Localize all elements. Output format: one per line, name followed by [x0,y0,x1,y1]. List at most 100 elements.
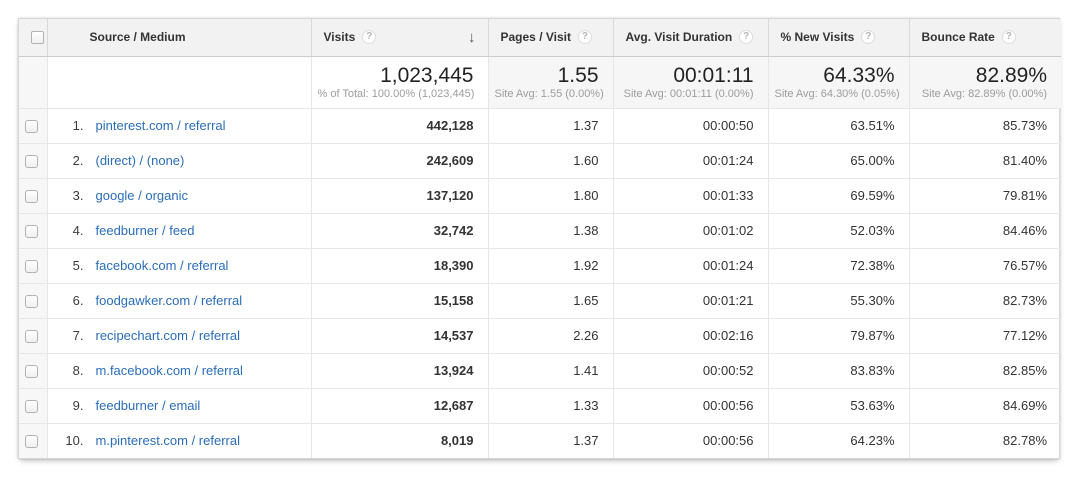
row-checkbox[interactable] [25,295,38,309]
visits-cell: 15,158 [310,283,488,319]
summary-visits-subtext: % of Total: 100.00% (1,023,445) [317,87,475,100]
column-header-source-medium[interactable]: Source / Medium [46,19,311,57]
source-medium-cell: 7. recipechart.com / referral [46,318,311,354]
avg-visit-duration-cell: 00:01:21 [612,283,768,319]
row-checkbox[interactable] [25,120,38,134]
row-checkbox[interactable] [25,260,38,274]
summary-bounce-total: 82.89% [975,63,1047,87]
visits-cell: 8,019 [310,423,488,458]
table-row: 3. google / organic 137,120 1.80 00:01:33… [19,178,1061,214]
avg-visit-duration-cell: 00:02:16 [612,318,768,354]
visits-cell: 242,609 [310,143,488,179]
new-visits-cell: 65.00% [767,143,909,179]
column-header-label: Bounce Rate [921,30,995,45]
pages-per-visit-cell: 1.65 [487,283,613,319]
column-header-pages-per-visit[interactable]: Pages / Visit ? [487,19,613,57]
column-header-label: Avg. Visit Duration [625,30,733,45]
row-checkbox[interactable] [25,400,38,414]
row-checkbox[interactable] [25,155,38,169]
column-header-label: Source / Medium [89,30,186,45]
avg-visit-duration-cell: 00:01:33 [612,178,768,214]
select-all-checkbox[interactable] [31,31,44,45]
source-medium-link[interactable]: recipechart.com / referral [95,328,241,343]
table-row: 7. recipechart.com / referral 14,537 2.26… [19,318,1061,354]
new-visits-cell: 64.23% [767,423,909,458]
row-rank: 9. [72,398,84,413]
table-row: 1. pinterest.com / referral 442,128 1.37 … [19,108,1061,144]
bounce-rate-cell: 81.40% [908,143,1061,179]
summary-duration-subtext: Site Avg: 00:01:11 (0.00%) [623,87,754,100]
avg-visit-duration-cell: 00:01:02 [612,213,768,249]
column-header-new-visits[interactable]: % New Visits ? [767,19,909,57]
summary-new-visits-subtext: Site Avg: 64.30% (0.05%) [774,87,900,100]
help-icon[interactable]: ? [362,30,377,45]
source-medium-cell: 10. m.pinterest.com / referral [46,423,311,458]
table-row: 5. facebook.com / referral 18,390 1.92 00… [19,248,1061,284]
pages-per-visit-cell: 1.60 [487,143,613,179]
source-medium-link[interactable]: facebook.com / referral [95,258,229,273]
row-checkbox[interactable] [25,225,38,239]
row-checkbox-cell [19,353,48,389]
source-medium-link[interactable]: feedburner / email [95,398,201,413]
pages-per-visit-cell: 1.80 [487,178,613,214]
row-checkbox-cell [19,178,48,214]
avg-visit-duration-cell: 00:01:24 [612,248,768,284]
new-visits-cell: 55.30% [767,283,909,319]
new-visits-cell: 52.03% [767,213,909,249]
column-header-avg-visit-duration[interactable]: Avg. Visit Duration ? [612,19,768,57]
visits-cell: 12,687 [310,388,488,424]
help-icon[interactable]: ? [1001,30,1016,45]
row-checkbox-cell [19,143,48,179]
source-medium-link[interactable]: m.pinterest.com / referral [95,433,241,449]
avg-visit-duration-cell: 00:00:56 [612,388,768,424]
avg-visit-duration-cell: 00:00:56 [612,423,768,458]
select-all-header-cell [19,19,47,57]
pages-per-visit-cell: 2.26 [487,318,613,354]
avg-visit-duration-cell: 00:01:24 [612,143,768,179]
column-header-label: Visits [323,30,356,45]
new-visits-cell: 63.51% [767,108,909,144]
row-rank: 2. [72,153,84,168]
visits-cell: 442,128 [310,108,488,144]
summary-visits-total: 1,023,445 [380,63,474,87]
table-row: 9. feedburner / email 12,687 1.33 00:00:5… [19,388,1061,424]
new-visits-cell: 53.63% [767,388,909,424]
summary-source-cell [46,56,311,109]
help-icon[interactable]: ? [577,30,592,45]
new-visits-cell: 83.83% [767,353,909,389]
summary-pages-total: 1.55 [557,63,599,87]
traffic-sources-table: Source / Medium Visits ? ↓ Pages / Visit… [18,18,1061,459]
source-medium-link[interactable]: google / organic [95,188,189,203]
sort-descending-icon[interactable]: ↓ [468,28,476,46]
row-rank: 1. [72,118,84,133]
row-checkbox-cell [19,283,48,319]
help-icon[interactable]: ? [739,30,754,45]
summary-row: 1,023,445 % of Total: 100.00% (1,023,445… [19,56,1061,109]
column-header-bounce-rate[interactable]: Bounce Rate ? [908,19,1061,57]
summary-avg-visit-duration: 00:01:11 Site Avg: 00:01:11 (0.00%) [612,56,768,109]
source-medium-link[interactable]: m.facebook.com / referral [95,363,243,378]
help-icon[interactable]: ? [861,30,876,45]
summary-new-visits-total: 64.33% [823,63,895,87]
visits-cell: 137,120 [310,178,488,214]
bounce-rate-cell: 84.46% [908,213,1061,249]
row-checkbox-cell [19,318,48,354]
column-header-visits[interactable]: Visits ? ↓ [310,19,488,57]
row-rank: 5. [72,258,84,273]
summary-checkbox-cell [19,56,48,109]
row-checkbox-cell [19,213,48,249]
table-row: 4. feedburner / feed 32,742 1.38 00:01:02… [19,213,1061,249]
bounce-rate-cell: 85.73% [908,108,1061,144]
source-medium-link[interactable]: foodgawker.com / referral [95,293,243,308]
visits-cell: 32,742 [310,213,488,249]
pages-per-visit-cell: 1.37 [487,423,613,458]
source-medium-link[interactable]: (direct) / (none) [95,153,185,168]
source-medium-link[interactable]: feedburner / feed [95,223,195,238]
row-checkbox[interactable] [25,435,38,449]
row-checkbox[interactable] [25,365,38,379]
row-checkbox[interactable] [25,190,38,204]
row-checkbox[interactable] [25,330,38,344]
source-medium-link[interactable]: pinterest.com / referral [95,118,226,133]
pages-per-visit-cell: 1.33 [487,388,613,424]
row-rank: 4. [72,223,84,238]
